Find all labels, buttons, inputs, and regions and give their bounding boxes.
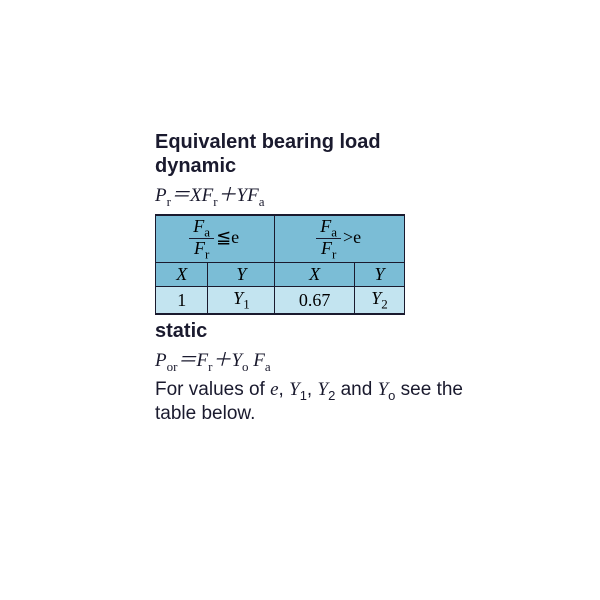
col-y-1: Y [208,262,275,286]
bearing-load-block: Equivalent bearing load dynamic Pr＝XFr＋Y… [155,130,465,426]
dynamic-formula: Pr＝XFr＋YFa [155,180,465,210]
col-y-2: Y [354,262,404,286]
static-formula: Por＝Fr＋Yo Fa [155,345,465,375]
static-label: static [155,319,465,343]
val-x2: 0.67 [275,286,354,314]
val-y2: Y2 [354,286,404,314]
note-text: For values of e, Y1, Y2 and Yo see the t… [155,379,465,426]
col-x-1: X [156,262,208,286]
bearing-table: Fa Fr ≦e Fa Fr >e X Y X Y 1 Y1 0.67 Y2 [155,214,405,315]
cond-le-header: Fa Fr ≦e [156,215,275,263]
val-y1: Y1 [208,286,275,314]
title: Equivalent bearing load [155,130,465,154]
val-x1: 1 [156,286,208,314]
cond-gt-header: Fa Fr >e [275,215,405,263]
dynamic-label: dynamic [155,154,465,178]
col-x-2: X [275,262,354,286]
